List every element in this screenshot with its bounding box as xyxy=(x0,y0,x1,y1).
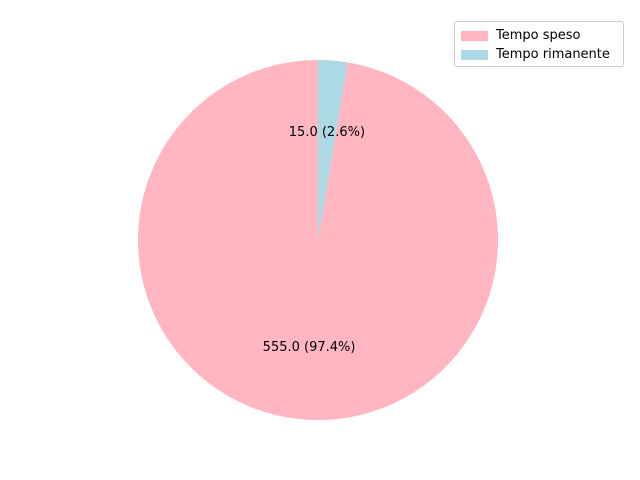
pie-slice-tempo-rimanente xyxy=(318,60,348,240)
legend: Tempo speso Tempo rimanente xyxy=(454,21,624,67)
pie-label-tempo-rimanente: 15.0 (2.6%) xyxy=(289,125,365,140)
pie-label-tempo-speso: 555.0 (97.4%) xyxy=(263,340,356,355)
legend-item-tempo-speso: Tempo speso xyxy=(461,26,617,45)
legend-label-tempo-rimanente: Tempo rimanente xyxy=(496,47,610,62)
pie-data-labels: 555.0 (97.4%) 15.0 (2.6%) xyxy=(263,125,365,355)
legend-item-tempo-rimanente: Tempo rimanente xyxy=(461,45,617,64)
legend-swatch-tempo-rimanente xyxy=(461,49,488,60)
legend-label-tempo-speso: Tempo speso xyxy=(496,28,581,43)
pie-slices xyxy=(138,60,498,420)
legend-swatch-tempo-speso xyxy=(461,30,488,41)
